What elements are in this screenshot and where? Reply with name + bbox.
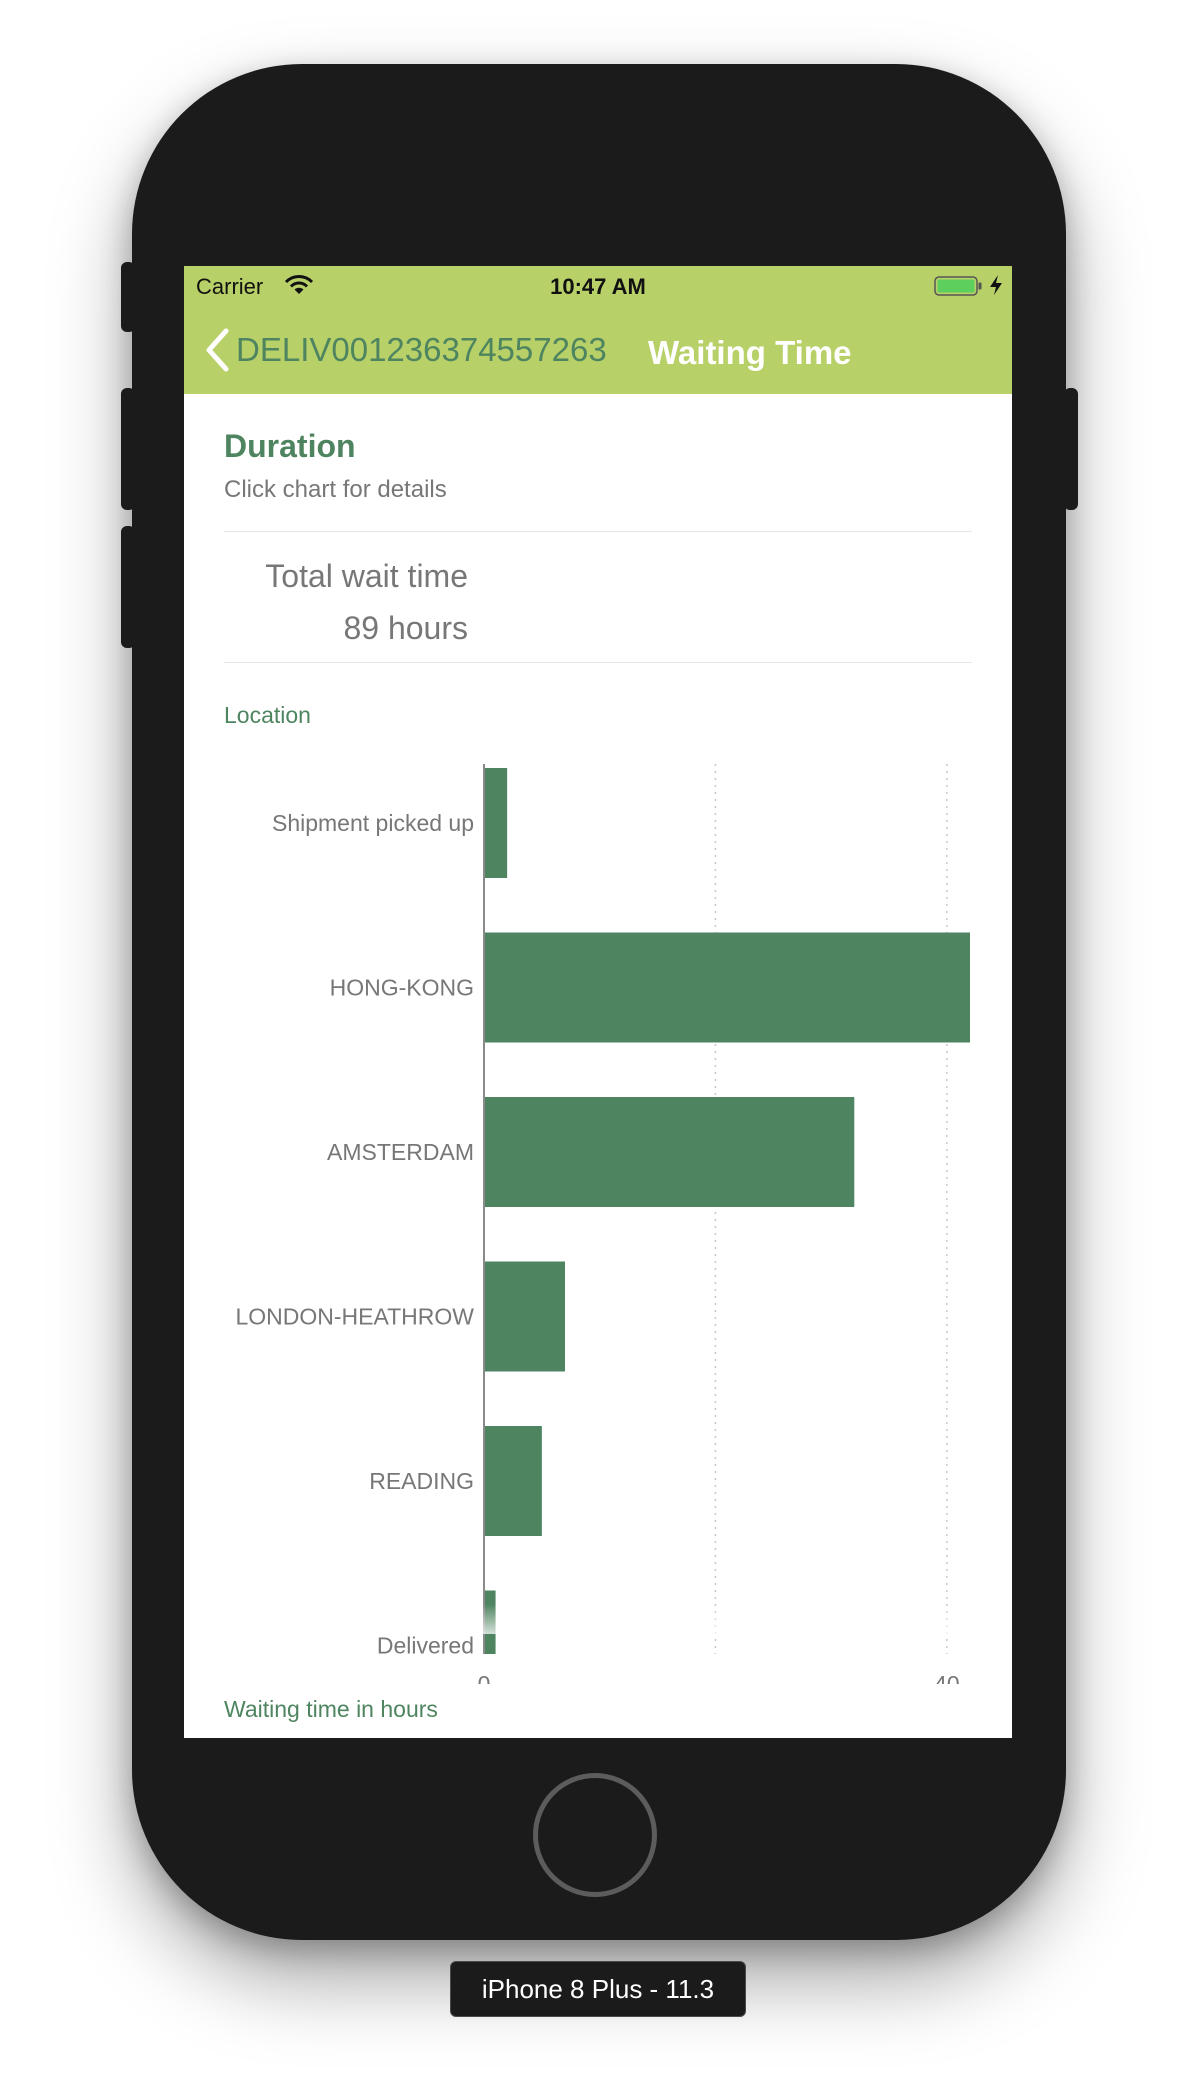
y-axis-title: Location bbox=[224, 702, 311, 728]
category-label: AMSTERDAM bbox=[327, 1139, 474, 1165]
waiting-time-chart[interactable]: Shipment picked up HONG-KONG AMSTERDAM LOND… bbox=[184, 744, 1012, 1684]
carrier-label: Carrier bbox=[196, 274, 264, 299]
total-wait-label: Total wait time bbox=[265, 558, 468, 594]
category-label: HONG-KONG bbox=[330, 975, 474, 1001]
chart-bar[interactable] bbox=[484, 1590, 496, 1655]
home-button[interactable] bbox=[533, 1773, 657, 1897]
category-label: READING bbox=[369, 1468, 474, 1494]
battery-icon bbox=[934, 276, 982, 296]
divider bbox=[224, 662, 972, 663]
mute-switch bbox=[121, 262, 135, 332]
status-bar: Carrier 10:47 AM bbox=[184, 266, 1012, 306]
category-label: Shipment picked up bbox=[272, 810, 474, 836]
device-label: iPhone 8 Plus - 11.3 bbox=[450, 1961, 746, 2017]
page-title: Waiting Time bbox=[648, 334, 852, 371]
back-button[interactable]: DELIV001236374557263 bbox=[204, 322, 607, 378]
screen: Carrier 10:47 AM DELIV001236374557263 Wa… bbox=[184, 266, 1012, 1738]
chart-bar[interactable] bbox=[484, 1097, 855, 1207]
total-wait-value: 89 hours bbox=[343, 610, 468, 646]
volume-up-button bbox=[121, 388, 135, 510]
content-area: Duration Click chart for details Total w… bbox=[184, 394, 1012, 1738]
category-label: LONDON-HEATHROW bbox=[235, 1304, 474, 1330]
status-time: 10:47 AM bbox=[550, 274, 646, 299]
x-tick-label: 40 bbox=[934, 1671, 960, 1684]
back-button-label: DELIV001236374557263 bbox=[236, 331, 607, 368]
charging-bolt-icon bbox=[990, 275, 1002, 295]
chart-bar[interactable] bbox=[484, 768, 508, 878]
navigation-bar: DELIV001236374557263 Waiting Time bbox=[184, 306, 1012, 394]
wifi-icon bbox=[284, 275, 314, 294]
chart-bar[interactable] bbox=[484, 932, 970, 1043]
x-axis-title: Waiting time in hours bbox=[224, 1696, 438, 1722]
category-label: Delivered bbox=[377, 1633, 474, 1659]
chart-bar[interactable] bbox=[484, 1426, 542, 1536]
chart-bar[interactable] bbox=[484, 1261, 565, 1372]
divider bbox=[224, 531, 972, 532]
power-button bbox=[1064, 388, 1078, 510]
duration-title: Duration bbox=[224, 428, 356, 464]
chevron-left-icon bbox=[206, 328, 229, 372]
duration-subtitle: Click chart for details bbox=[224, 476, 447, 503]
volume-down-button bbox=[121, 526, 135, 648]
x-tick-label: 0 bbox=[478, 1671, 491, 1684]
